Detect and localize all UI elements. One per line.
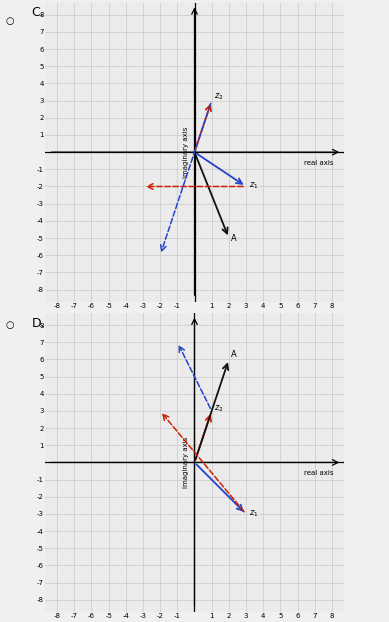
Text: ○: ○ [5, 16, 14, 26]
Text: $z_1$: $z_1$ [249, 509, 258, 519]
Text: $z_2$: $z_2$ [214, 404, 224, 414]
Text: real axis: real axis [304, 160, 334, 166]
Text: imaginary axis: imaginary axis [183, 437, 189, 488]
Text: C.: C. [32, 6, 44, 19]
Text: ○: ○ [5, 320, 14, 330]
Text: $z_1$: $z_1$ [249, 180, 258, 191]
Text: $z_2$: $z_2$ [214, 92, 223, 103]
Text: A: A [231, 234, 237, 243]
Text: D.: D. [32, 317, 45, 330]
Text: imaginary axis: imaginary axis [183, 126, 189, 178]
Text: real axis: real axis [304, 470, 334, 476]
Text: A: A [231, 350, 237, 359]
